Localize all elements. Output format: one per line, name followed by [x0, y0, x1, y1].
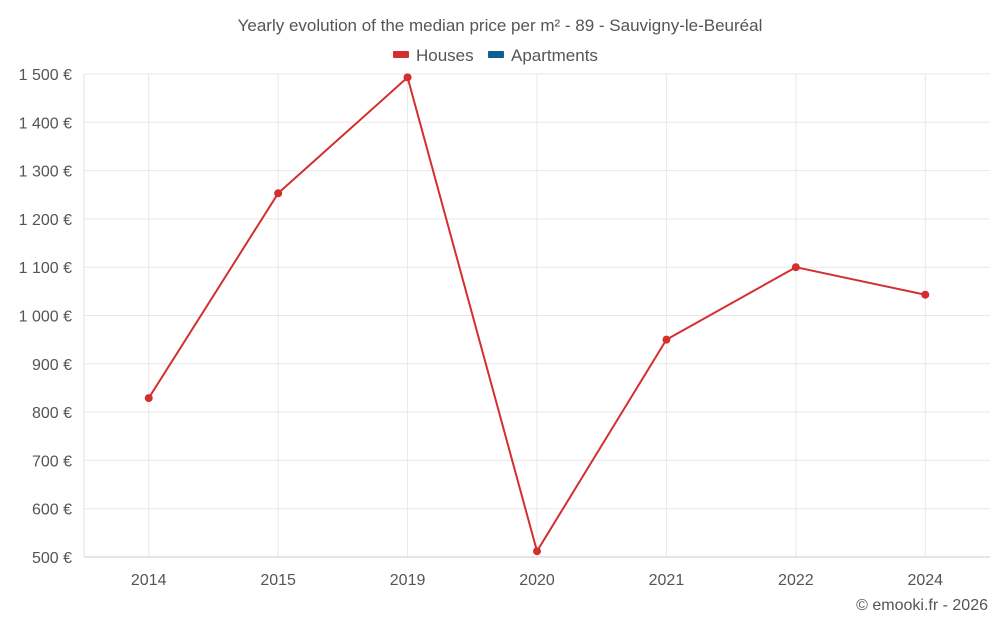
y-tick-label: 1 200 € — [19, 212, 72, 229]
x-tick-label: 2015 — [260, 572, 296, 589]
x-tick-label: 2022 — [778, 572, 814, 589]
y-tick-label: 1 100 € — [19, 260, 72, 277]
x-tick-label: 2024 — [907, 572, 943, 589]
y-tick-label: 1 000 € — [19, 309, 72, 326]
y-tick-label: 800 € — [32, 405, 72, 422]
copyright-credit: © emooki.fr - 2026 — [856, 597, 988, 614]
axes: 500 € 600 € 700 € 800 € 900 € 1 000 € 1 100 € 1… — [19, 67, 990, 589]
y-tick-label: 900 € — [32, 357, 72, 374]
legend-label-houses[interactable]: Houses — [416, 46, 474, 65]
y-tick-label: 1 500 € — [19, 67, 72, 84]
y-tick-label: 700 € — [32, 453, 72, 470]
data-point-houses-2014[interactable] — [144, 394, 153, 403]
series-layer — [144, 73, 930, 556]
data-point-houses-2021[interactable] — [662, 335, 671, 344]
legend-swatch-apartments[interactable] — [488, 51, 504, 58]
legend[interactable]: Houses Apartments — [393, 46, 598, 65]
data-point-houses-2019[interactable] — [403, 73, 412, 82]
chart-title: Yearly evolution of the median price per… — [238, 16, 763, 35]
legend-swatch-houses[interactable] — [393, 51, 409, 58]
x-tick-label: 2020 — [519, 572, 555, 589]
data-point-houses-2024[interactable] — [921, 290, 930, 299]
data-point-houses-2020[interactable] — [533, 547, 541, 556]
x-tick-label: 2014 — [131, 572, 167, 589]
legend-label-apartments[interactable]: Apartments — [511, 46, 598, 65]
y-tick-label: 600 € — [32, 502, 72, 519]
data-point-houses-2015[interactable] — [274, 189, 283, 198]
grid — [84, 73, 990, 557]
y-tick-label: 1 400 € — [19, 115, 72, 132]
x-tick-label: 2021 — [649, 572, 685, 589]
data-point-houses-2022[interactable] — [791, 263, 800, 272]
y-tick-label: 500 € — [32, 550, 72, 567]
x-tick-label: 2019 — [390, 572, 426, 589]
y-tick-label: 1 300 € — [19, 164, 72, 181]
